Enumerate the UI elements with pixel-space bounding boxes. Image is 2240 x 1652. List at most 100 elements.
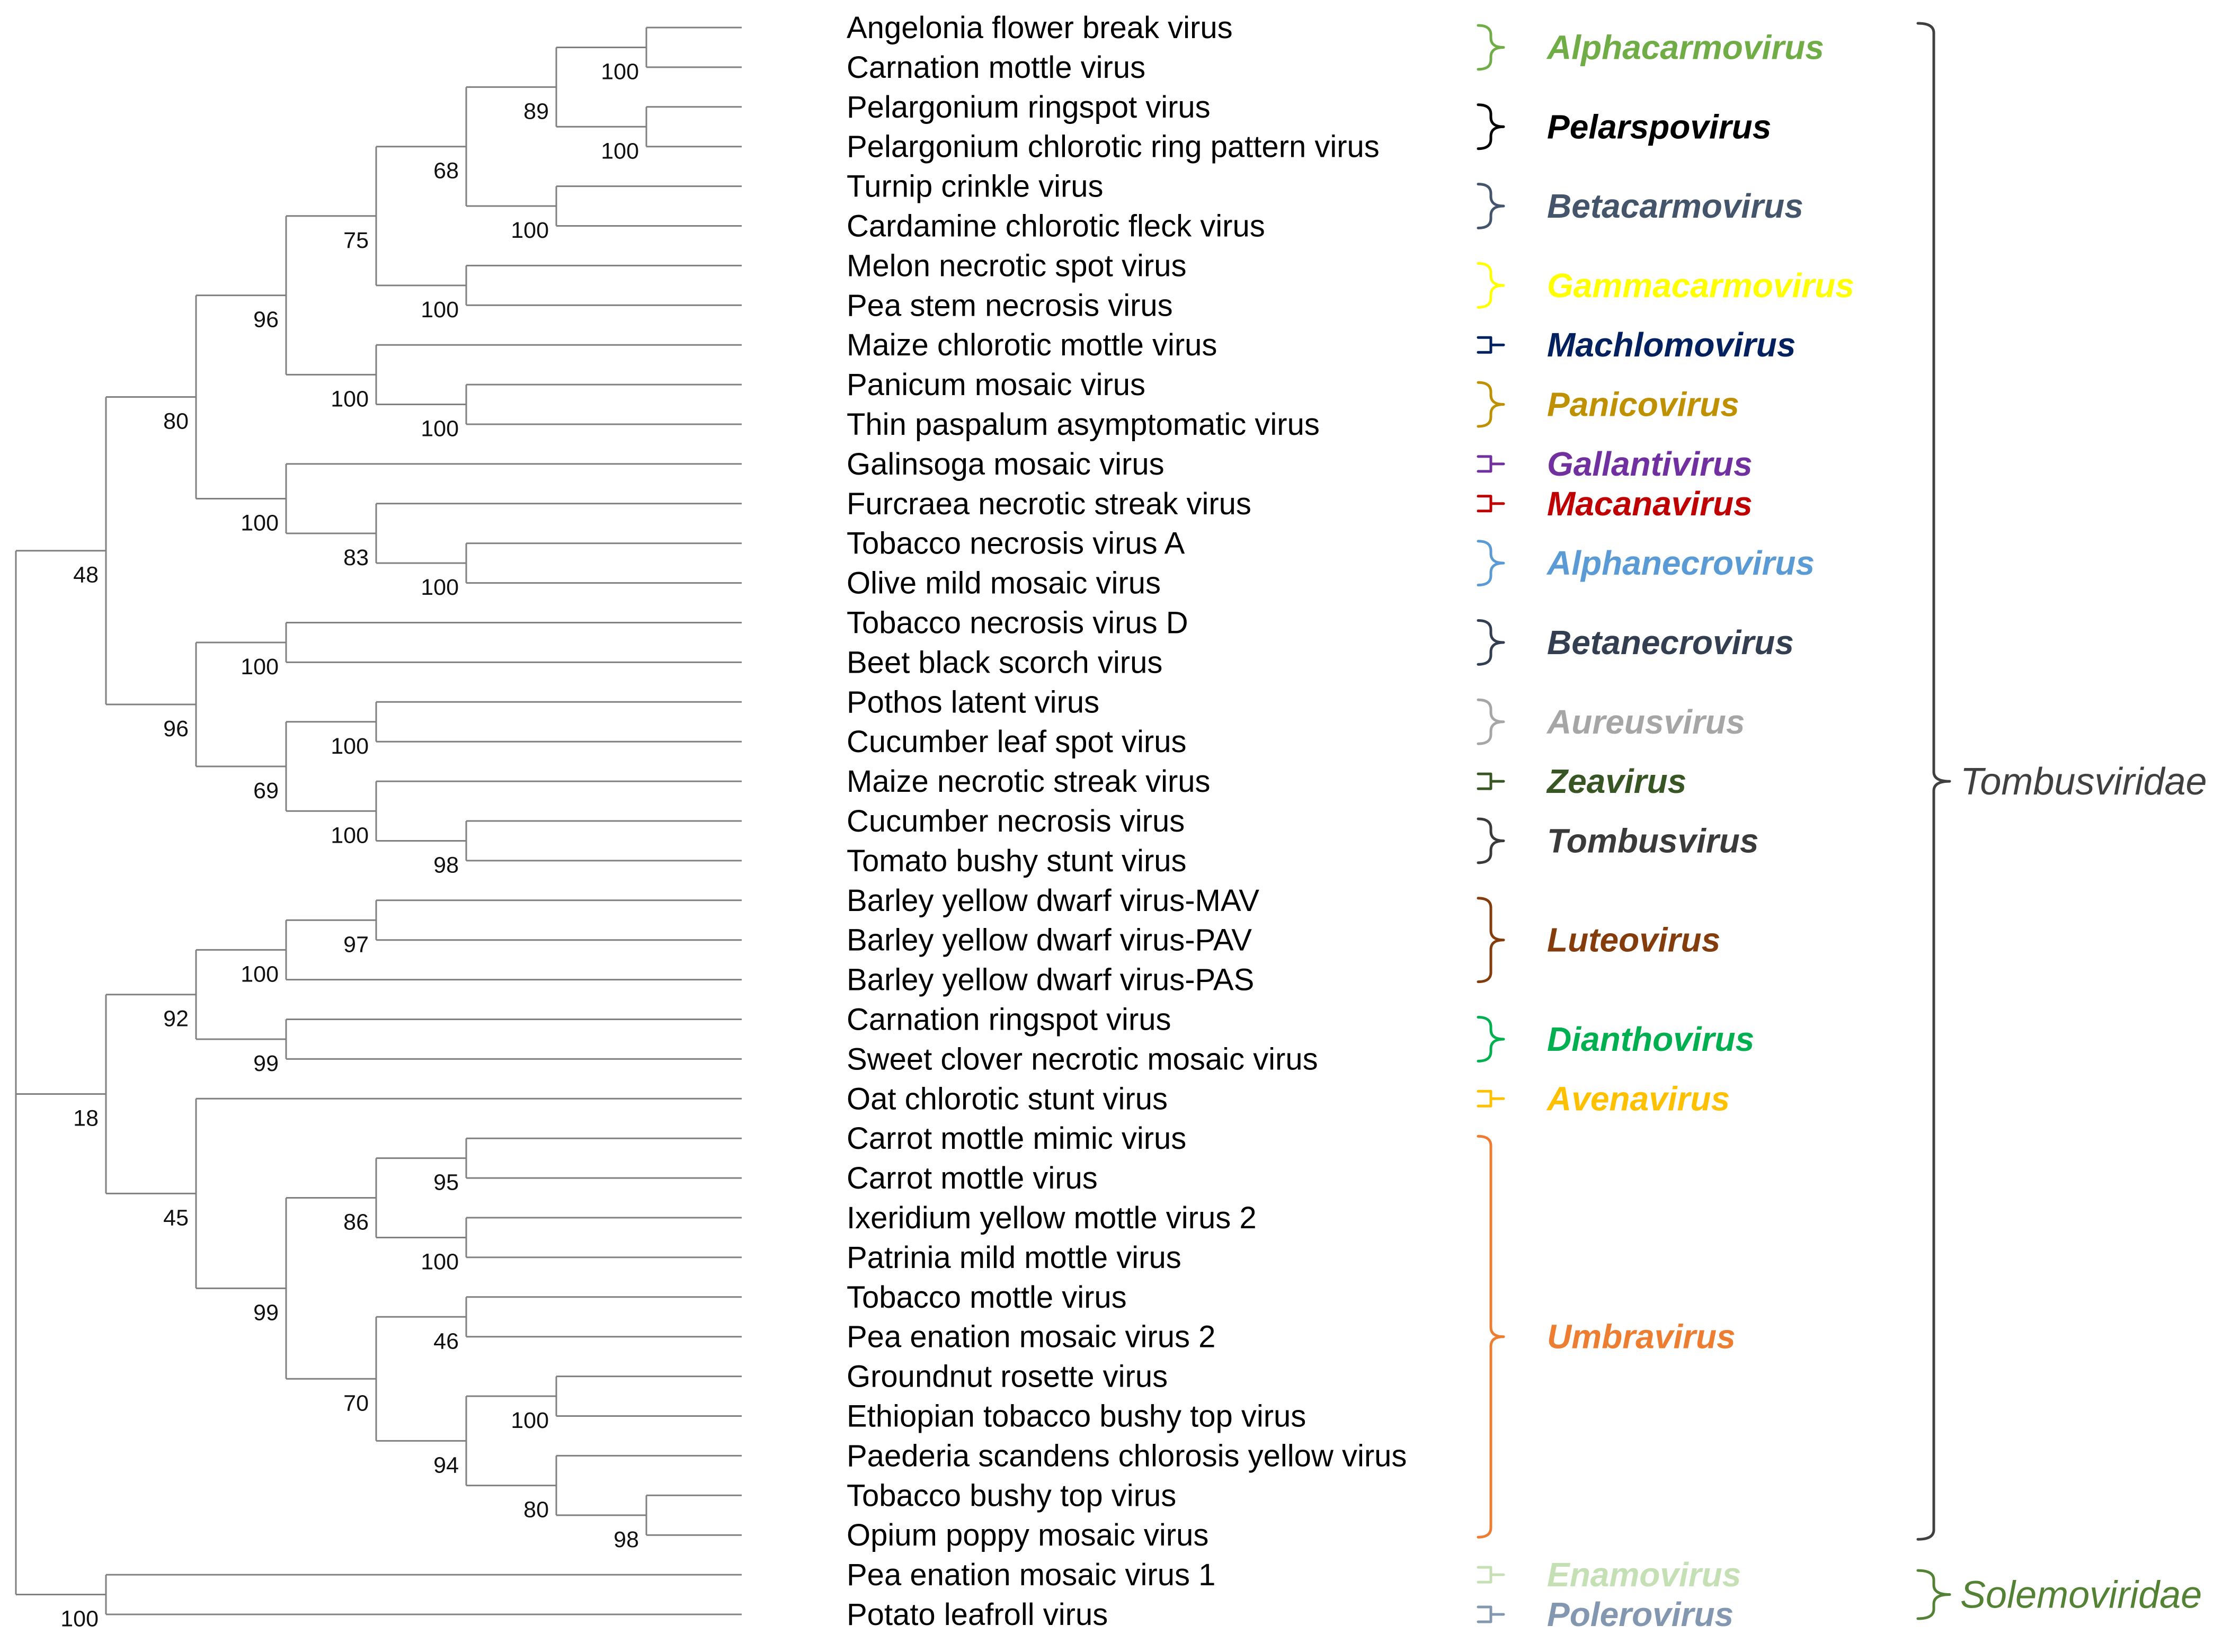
taxon-label: Carnation mottle virus: [847, 50, 1145, 85]
taxon-label: Carnation ringspot virus: [847, 1003, 1171, 1037]
taxon-label: Oat chlorotic stunt virus: [847, 1082, 1168, 1116]
genus-label: Polerovirus: [1547, 1595, 1734, 1633]
genus-label: Gallantivirus: [1547, 445, 1753, 483]
bootstrap-value: 99: [253, 1300, 279, 1325]
family-label: Tombusviridae: [1960, 761, 2207, 803]
bootstrap-value: 100: [241, 510, 279, 535]
bootstrap-value: 100: [60, 1606, 99, 1632]
genus-bracket: [1477, 897, 1505, 984]
bootstrap-values: 100 100 89 100 68 100 75 100 100 96 100 83 100 80 100 1…: [60, 59, 639, 1631]
taxon-label: Barley yellow dwarf virus-PAS: [847, 963, 1254, 997]
genus-label: Betacarmovirus: [1547, 187, 1803, 225]
bootstrap-value: 100: [601, 59, 639, 84]
bootstrap-value: 46: [433, 1328, 459, 1354]
genus-bracket: [1477, 1016, 1505, 1062]
taxon-label: Carrot mottle virus: [847, 1161, 1098, 1195]
taxon-label: Ethiopian tobacco bushy top virus: [847, 1399, 1306, 1434]
bootstrap-value: 86: [343, 1210, 369, 1235]
taxon-label: Melon necrotic spot virus: [847, 248, 1186, 283]
taxon-label: Opium poppy mosaic virus: [847, 1518, 1208, 1552]
taxon-label: Tobacco bushy top virus: [847, 1478, 1176, 1513]
bootstrap-value: 100: [511, 1408, 549, 1433]
bootstrap-value: 97: [343, 932, 369, 957]
bootstrap-value: 68: [433, 158, 459, 184]
bootstrap-value: 18: [73, 1106, 99, 1131]
genus-bracket: [1477, 1135, 1505, 1539]
bootstrap-value: 95: [433, 1170, 459, 1195]
taxon-label: Panicum mosaic virus: [847, 368, 1145, 402]
taxon-label: Carrot mottle mimic virus: [847, 1121, 1186, 1156]
taxon-label: Barley yellow dwarf virus-PAV: [847, 923, 1252, 958]
genus-label: Macanavirus: [1547, 485, 1753, 523]
tree-branches: [15, 26, 742, 1615]
genus-label: Enamovirus: [1547, 1556, 1741, 1594]
taxon-label: Thin paspalum asymptomatic virus: [847, 407, 1320, 442]
taxon-label: Cucumber necrosis virus: [847, 804, 1185, 838]
bootstrap-value: 100: [601, 138, 639, 164]
taxon-label: Barley yellow dwarf virus-MAV: [847, 883, 1259, 918]
genus-bracket: [1477, 455, 1505, 473]
taxon-label-highlighted: Paederia scandens chlorosis yellow virus: [847, 1439, 1407, 1473]
taxon-label: Tobacco necrosis virus D: [847, 606, 1188, 640]
bootstrap-value: 98: [433, 852, 459, 878]
taxon-label: Tobacco mottle virus: [847, 1280, 1127, 1315]
bootstrap-value: 100: [331, 734, 369, 759]
bootstrap-value: 96: [163, 716, 189, 742]
taxon-label: Ixeridium yellow mottle virus 2: [847, 1201, 1257, 1235]
genus-label: Pelarspovirus: [1547, 108, 1771, 146]
genus-bracket: [1477, 262, 1505, 309]
genus-bracket: [1477, 772, 1505, 790]
taxon-label: Tomato bushy stunt virus: [847, 844, 1187, 878]
bootstrap-value: 92: [163, 1006, 189, 1032]
bootstrap-value: 80: [523, 1497, 549, 1523]
bootstrap-value: 69: [253, 778, 279, 803]
bootstrap-value: 96: [253, 307, 279, 333]
genus-bracket: [1477, 336, 1505, 354]
taxon-label: Pelargonium chlorotic ring pattern virus: [847, 130, 1380, 164]
genus-label: Dianthovirus: [1547, 1020, 1754, 1058]
taxon-label: Tobacco necrosis virus A: [847, 526, 1185, 561]
bootstrap-value: 98: [614, 1527, 639, 1552]
taxon-label: Angelonia flower break virus: [847, 11, 1233, 45]
genus-label: Tombusvirus: [1547, 821, 1758, 860]
bootstrap-value: 89: [523, 99, 549, 124]
taxon-label: Pothos latent virus: [847, 685, 1099, 719]
genus-label: Aureusvirus: [1546, 703, 1745, 741]
family-label: Solemoviridae: [1960, 1574, 2202, 1617]
genus-label: Panicovirus: [1547, 386, 1739, 424]
bootstrap-value: 100: [331, 823, 369, 848]
taxon-label: Turnip crinkle virus: [847, 169, 1104, 204]
family-bracket: [1916, 1569, 1951, 1620]
genus-label: Alphacarmovirus: [1546, 28, 1824, 66]
genus-label: Avenavirus: [1546, 1079, 1730, 1118]
taxon-label: Beet black scorch virus: [847, 645, 1162, 680]
taxon-label: Cardamine chlorotic fleck virus: [847, 209, 1265, 244]
bootstrap-value: 45: [163, 1205, 189, 1230]
genus-label: Gammacarmovirus: [1547, 266, 1854, 305]
bootstrap-value: 100: [421, 416, 459, 442]
family-brackets: Tombusviridae Solemoviridae: [1916, 22, 2207, 1620]
taxon-label: Cucumber leaf spot virus: [847, 725, 1186, 759]
genus-label: Machlomovirus: [1547, 326, 1795, 364]
bootstrap-value: 100: [421, 575, 459, 600]
taxon-label: Furcraea necrotic streak virus: [847, 487, 1251, 521]
genus-bracket: [1477, 183, 1505, 229]
bootstrap-value: 70: [343, 1390, 369, 1416]
bootstrap-value: 94: [433, 1452, 459, 1478]
bootstrap-value: 80: [163, 409, 189, 434]
bootstrap-value: 100: [241, 654, 279, 680]
taxon-label: Olive mild mosaic virus: [847, 566, 1161, 601]
genus-bracket: [1477, 24, 1505, 71]
taxon-label: Pelargonium ringspot virus: [847, 90, 1211, 124]
genus-bracket: [1477, 817, 1505, 864]
taxon-label: Sweet clover necrotic mosaic virus: [847, 1042, 1318, 1076]
genus-label: Alphanecrovirus: [1546, 544, 1815, 582]
bootstrap-value: 100: [421, 297, 459, 323]
taxon-label: Pea enation mosaic virus 1: [847, 1558, 1215, 1592]
genus-label: Umbravirus: [1547, 1318, 1736, 1356]
genus-label: Betanecrovirus: [1547, 623, 1794, 662]
bootstrap-value: 100: [331, 386, 369, 412]
genus-bracket: [1477, 1090, 1505, 1108]
bootstrap-value: 100: [421, 1249, 459, 1274]
